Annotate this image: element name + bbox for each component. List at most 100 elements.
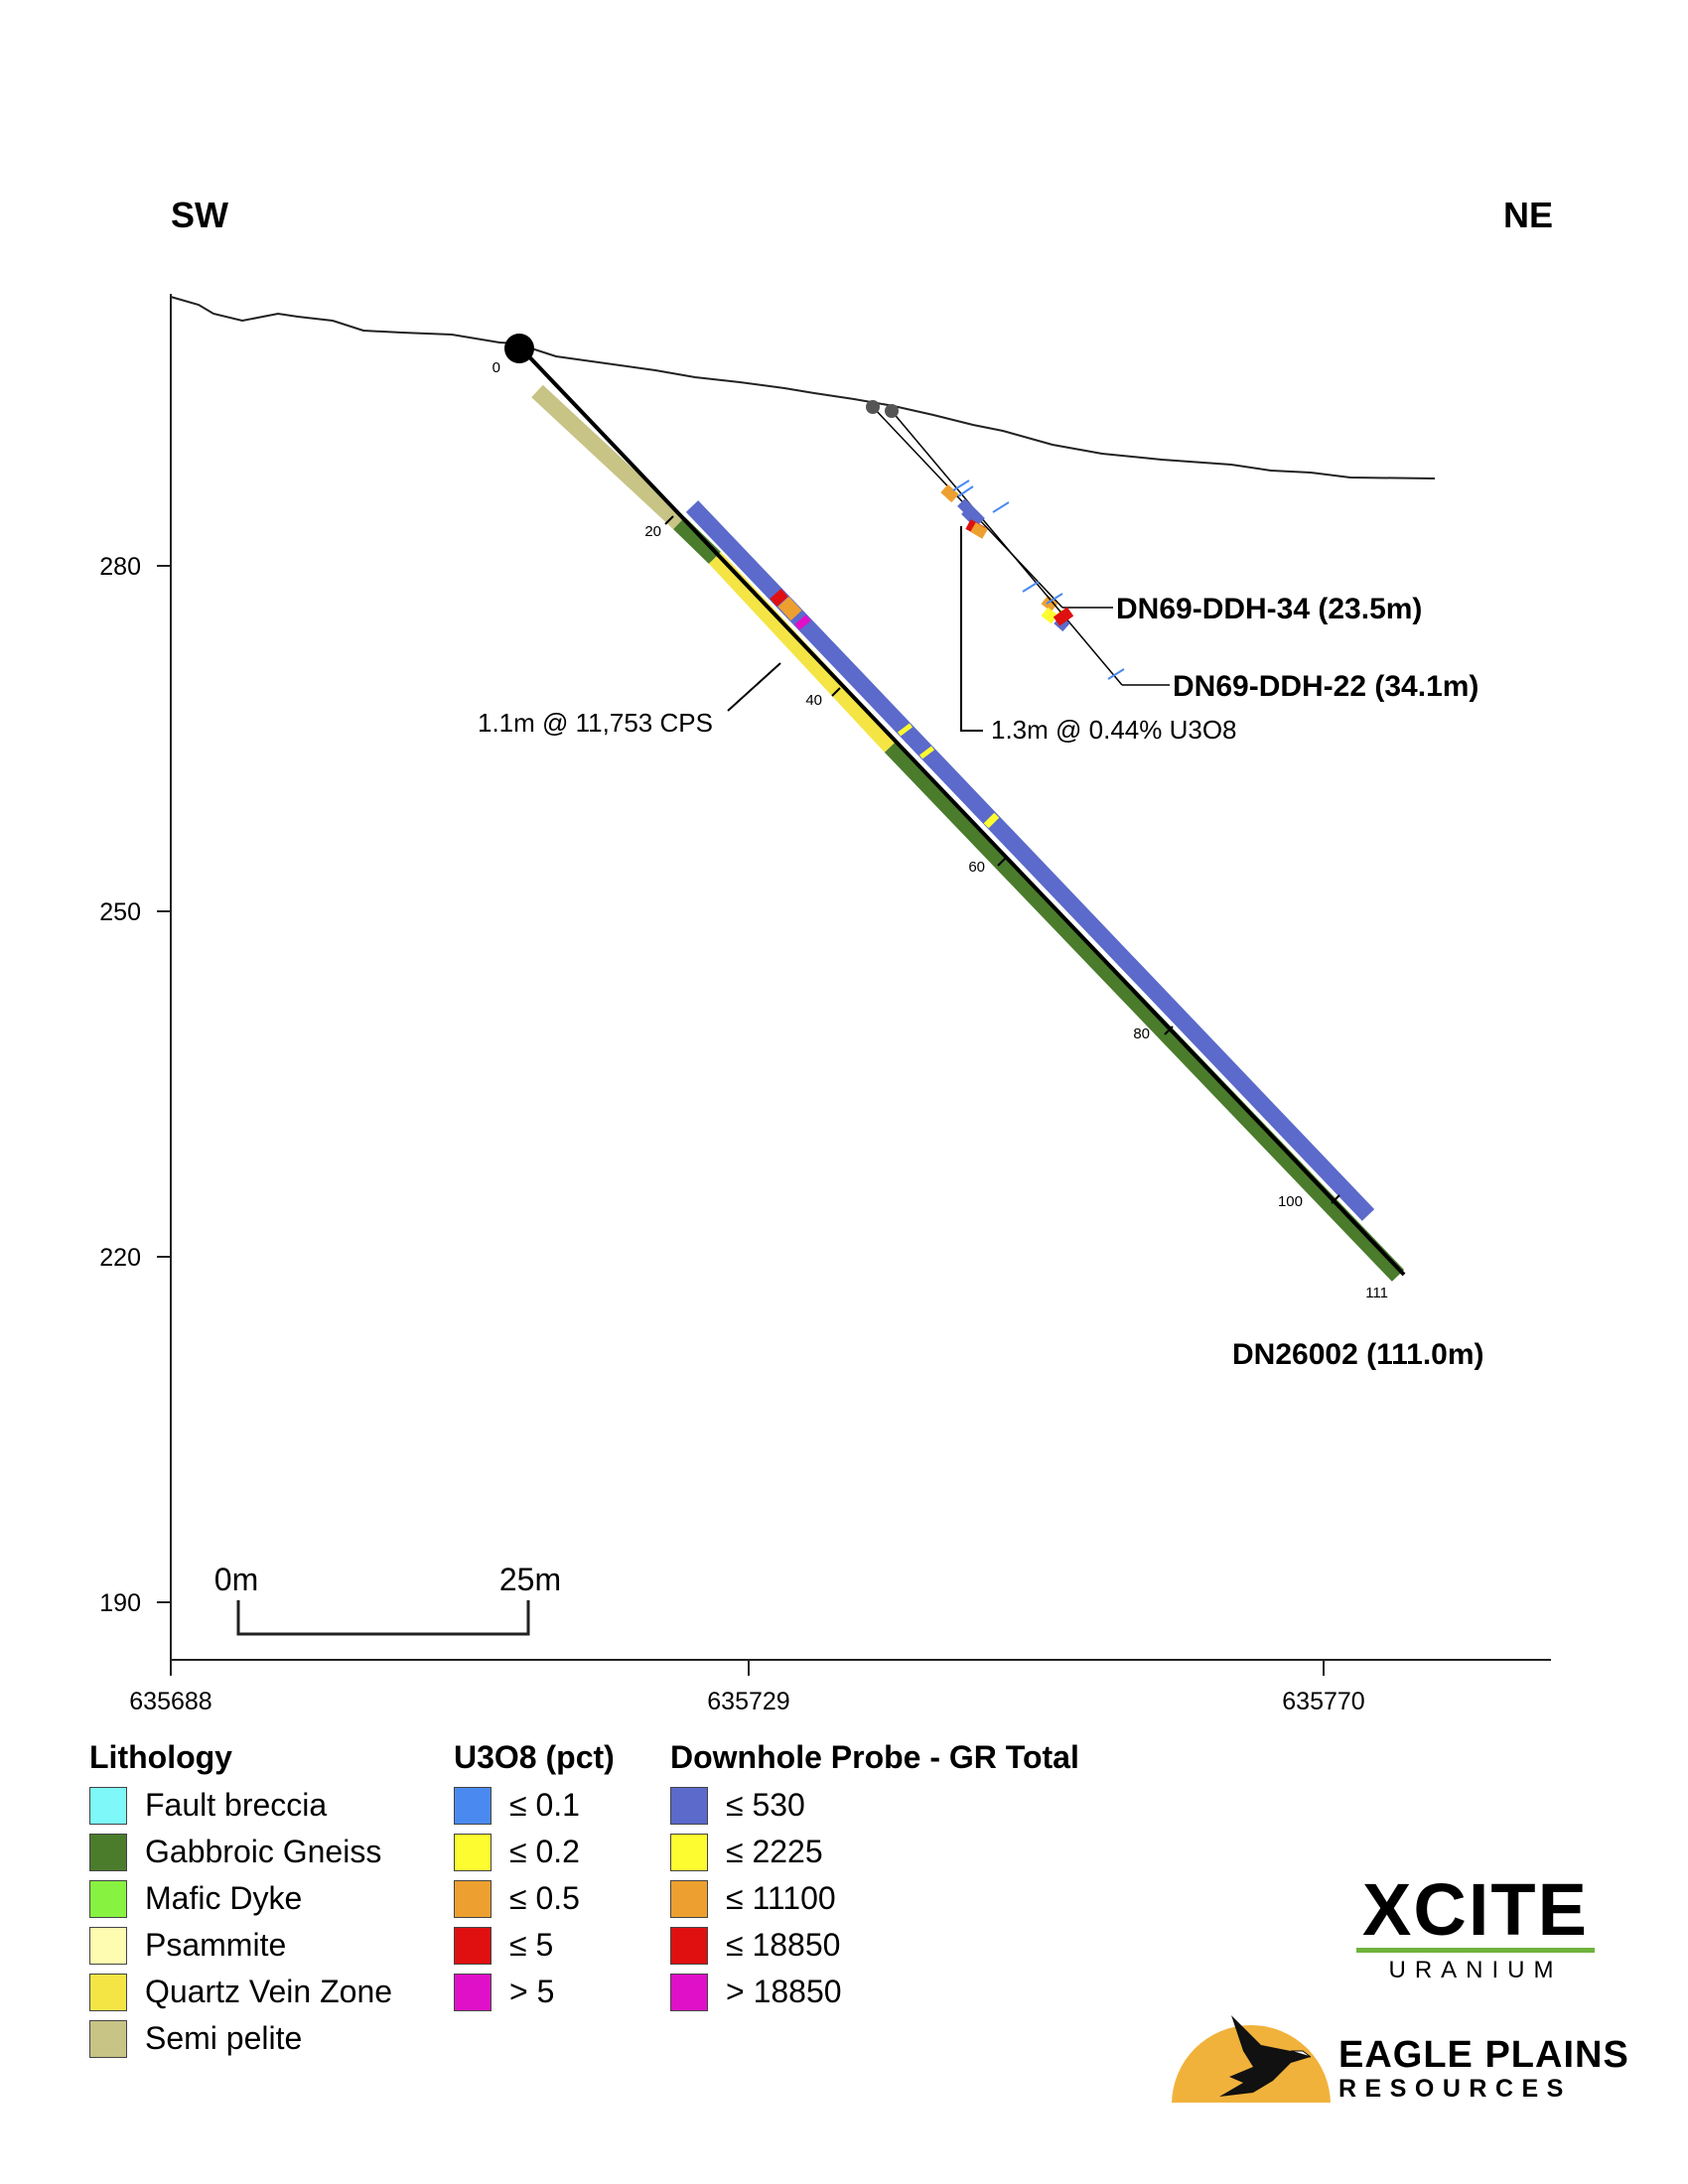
legend-item: Psammite — [89, 1922, 392, 1969]
legend-u3o8: U3O8 (pct) ≤ 0.1 ≤ 0.2 ≤ 0.5 ≤ 5 > 5 — [454, 1739, 615, 2015]
legend-label: Psammite — [145, 1927, 287, 1963]
depth-ticks — [664, 515, 1340, 1204]
legend-item: ≤ 0.1 — [454, 1782, 615, 1829]
drillhole-dn69-ddh-34: DN69-DDH-34 (23.5m) — [866, 400, 1422, 625]
legend-label: ≤ 18850 — [726, 1927, 841, 1963]
legend-label: Mafic Dyke — [145, 1880, 303, 1916]
probe-anomalies — [770, 589, 1000, 829]
legend-swatch — [454, 1786, 492, 1825]
legend-label: > 5 — [509, 1974, 555, 2009]
logo-wordmark: XCITE — [1362, 1868, 1589, 1951]
direction-label-sw: SW — [171, 195, 228, 235]
legend-label: ≤ 2225 — [726, 1834, 823, 1869]
x-axis-ticks — [170, 1660, 1325, 1676]
depth-label-80: 80 — [1133, 1025, 1150, 1042]
y-tick-label-190: 190 — [99, 1589, 141, 1617]
depth-label-60: 60 — [968, 859, 985, 876]
legend-item: Fault breccia — [89, 1782, 392, 1829]
scale-bar-start-label: 0m — [214, 1562, 258, 1597]
logo-wordmark: EAGLE PLAINS — [1338, 2034, 1629, 2076]
legend-probe: Downhole Probe - GR Total ≤ 530 ≤ 2225 ≤… — [670, 1739, 1079, 2015]
eagle-icon — [1219, 2015, 1311, 2097]
legend-label: ≤ 0.5 — [509, 1880, 580, 1916]
legend-lithology: Lithology Fault breccia Gabbroic Gneiss … — [89, 1739, 392, 2062]
legend-swatch — [454, 1973, 492, 2011]
lithology-gabbroic-gneiss — [884, 741, 1405, 1282]
legend-title: Lithology — [89, 1739, 232, 1775]
legend-item: > 5 — [454, 1969, 615, 2015]
legend-swatch — [89, 1926, 127, 1965]
legend-item: ≤ 5 — [454, 1922, 615, 1969]
logo-underline — [1356, 1948, 1595, 1953]
drillhole-label-dn69-ddh-34: DN69-DDH-34 (23.5m) — [1116, 593, 1422, 625]
drillhole-label-dn26002: DN26002 (111.0m) — [1232, 1338, 1484, 1371]
legend-item: Quartz Vein Zone — [89, 1969, 392, 2015]
topography-line — [170, 296, 1436, 479]
direction-label-ne: NE — [1503, 195, 1554, 235]
depth-label-100: 100 — [1278, 1193, 1303, 1210]
drillhole-label-dn69-ddh-22: DN69-DDH-22 (34.1m) — [1173, 670, 1478, 703]
legend-label: > 18850 — [726, 1974, 842, 2009]
lithology-semi-pelite — [531, 384, 685, 530]
annotation-u3o8: 1.3m @ 0.44% U3O8 — [991, 715, 1237, 745]
y-tick-label-280: 280 — [99, 553, 141, 581]
legend-item: Mafic Dyke — [89, 1875, 392, 1922]
legend-label: Gabbroic Gneiss — [145, 1834, 382, 1869]
collar-marker — [504, 334, 534, 363]
legend-item: ≤ 18850 — [670, 1922, 1079, 1969]
legend-swatch — [670, 1833, 708, 1871]
legend-swatch — [670, 1973, 708, 2011]
legend-item: ≤ 0.2 — [454, 1829, 615, 1875]
depth-label-20: 20 — [644, 523, 661, 540]
legend-swatch — [670, 1879, 708, 1918]
sun-icon — [1172, 2025, 1331, 2103]
legend-item: Semi pelite — [89, 2015, 392, 2062]
x-tick-label-635688: 635688 — [129, 1688, 211, 1715]
lithology-gabbroic-gneiss — [673, 516, 721, 565]
legend-swatch — [670, 1786, 708, 1825]
annotation-leader — [727, 662, 781, 712]
legend-label: ≤ 5 — [509, 1927, 554, 1963]
scale-bar-end-label: 25m — [499, 1562, 561, 1597]
legend-swatch — [89, 1833, 127, 1871]
lithology-quartz-vein-zone — [708, 552, 898, 752]
y-axis-ticks — [157, 565, 171, 1603]
depth-label-40: 40 — [805, 692, 822, 709]
legend-swatch — [89, 1879, 127, 1918]
scale-bar — [236, 1600, 530, 1636]
legend-title: U3O8 (pct) — [454, 1739, 615, 1775]
legend-swatch — [454, 1833, 492, 1871]
legend-label: ≤ 0.2 — [509, 1834, 580, 1869]
legend-label: Semi pelite — [145, 2020, 303, 2056]
depth-label-111: 111 — [1365, 1285, 1388, 1301]
eagle-plains-logo-graphic — [1172, 2015, 1331, 2103]
legend-item: ≤ 11100 — [670, 1875, 1079, 1922]
x-tick-label-635729: 635729 — [707, 1688, 789, 1715]
legend-item: ≤ 530 — [670, 1782, 1079, 1829]
y-tick-label-220: 220 — [99, 1244, 141, 1272]
depth-label-0: 0 — [492, 359, 500, 376]
legend-label: ≤ 0.1 — [509, 1787, 580, 1823]
legend-swatch — [670, 1926, 708, 1965]
annotation-leader — [960, 526, 983, 732]
drillhole-dn26002: 0 20 40 60 80 100 111 1.1m @ 11,753 CPS … — [478, 334, 1484, 1371]
x-tick-label-635770: 635770 — [1282, 1688, 1364, 1715]
legend-label: Fault breccia — [145, 1787, 328, 1823]
logo-subtitle: RESOURCES — [1338, 2075, 1572, 2103]
legend-swatch — [454, 1879, 492, 1918]
logo-subtitle: URANIUM — [1388, 1957, 1563, 1983]
legend-swatch — [89, 1786, 127, 1825]
drillhole-trace — [518, 345, 1406, 1277]
collar-marker — [885, 404, 899, 418]
legend-label: ≤ 530 — [726, 1787, 805, 1823]
legend-label: Quartz Vein Zone — [145, 1974, 393, 2009]
annotation-cps: 1.1m @ 11,753 CPS — [478, 708, 713, 738]
y-tick-label-250: 250 — [99, 898, 141, 926]
drillhole-dn69-ddh-22: DN69-DDH-22 (34.1m) 1.3m @ 0.44% U3O8 — [885, 404, 1478, 745]
legend-item: > 18850 — [670, 1969, 1079, 2015]
eagle-plains-logo: EAGLE PLAINS RESOURCES — [1338, 2035, 1629, 2103]
legend-item: ≤ 0.5 — [454, 1875, 615, 1922]
legend-title: Downhole Probe - GR Total — [670, 1739, 1079, 1775]
legend-swatch — [89, 2019, 127, 2058]
